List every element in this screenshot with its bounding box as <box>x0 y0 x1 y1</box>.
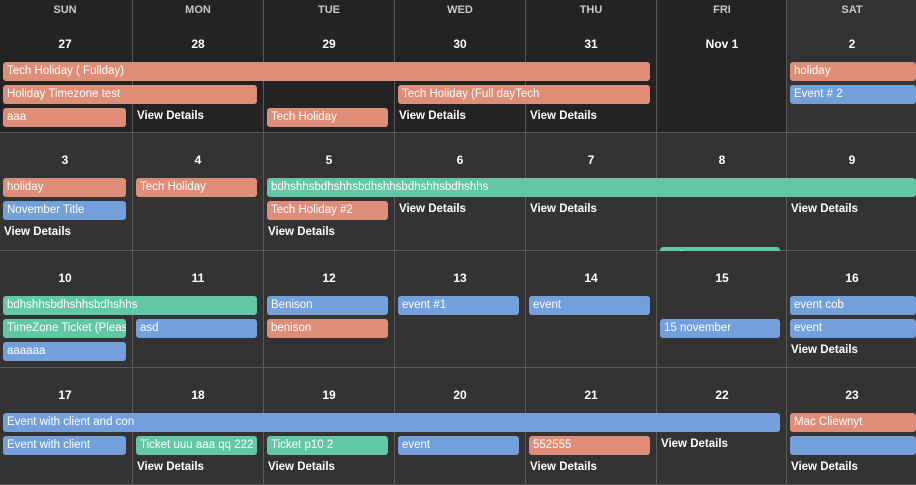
view-details-link[interactable]: View Details <box>530 461 597 473</box>
event-bar[interactable]: Ticket p10 2 <box>267 436 388 455</box>
event-bar[interactable]: holiday <box>790 62 916 81</box>
event-bar[interactable]: asd <box>136 319 257 338</box>
event-bar[interactable]: 552555 <box>529 436 650 455</box>
day-number: 4 <box>194 153 202 167</box>
day-number: 30 <box>453 37 467 51</box>
day-cell[interactable] <box>657 251 787 368</box>
weekday-header: MON <box>185 4 211 16</box>
event-bar[interactable]: November Title <box>3 201 126 220</box>
day-number: 21 <box>584 388 598 402</box>
day-number: 8 <box>718 153 726 167</box>
event-bar[interactable]: Holiday Timezone test <box>3 85 257 104</box>
view-details-link[interactable]: View Details <box>399 110 466 122</box>
day-number: 28 <box>191 37 205 51</box>
day-number: 18 <box>191 388 205 402</box>
view-details-link[interactable]: View Details <box>530 203 597 215</box>
day-number: 27 <box>58 37 72 51</box>
event-bar[interactable]: event <box>398 436 519 455</box>
view-details-link[interactable]: View Details <box>137 461 204 473</box>
event-bar[interactable]: Event # 2 <box>790 85 916 104</box>
weekday-header: THU <box>579 4 603 16</box>
view-details-link[interactable]: View Details <box>791 203 858 215</box>
day-number: 20 <box>453 388 467 402</box>
day-number: 31 <box>584 37 598 51</box>
event-bar[interactable]: bdhshhsbdhshhsbdhshhsbdhshhsbdhshhs <box>267 178 916 197</box>
day-number: 14 <box>584 271 598 285</box>
weekday-header: TUE <box>318 4 340 16</box>
view-details-link[interactable]: View Details <box>268 226 335 238</box>
view-details-link[interactable]: View Details <box>530 110 597 122</box>
event-bar[interactable]: event cob <box>790 296 916 315</box>
event-bar[interactable]: Tech Holiday (Full dayTech <box>398 85 650 104</box>
day-number: 16 <box>845 271 859 285</box>
event-bar[interactable]: event <box>529 296 650 315</box>
weekday-header: SUN <box>53 4 77 16</box>
day-cell[interactable] <box>657 0 787 133</box>
day-number: 7 <box>587 153 595 167</box>
day-number: 11 <box>191 271 205 285</box>
day-number: 13 <box>453 271 467 285</box>
view-details-link[interactable]: View Details <box>661 438 728 450</box>
event-bar[interactable]: Mac Cliewnyt <box>790 413 916 432</box>
event-bar[interactable]: benison <box>267 319 388 338</box>
event-bar[interactable]: Tech Holiday <box>267 108 388 127</box>
event-bar[interactable]: TimeZone Ticket (Please <box>3 319 126 338</box>
event-bar[interactable]: 15 november <box>660 319 780 338</box>
event-bar[interactable]: Tech Holiday ( Fullday) <box>3 62 650 81</box>
day-number: 2 <box>848 37 856 51</box>
view-details-link[interactable]: View Details <box>791 461 858 473</box>
day-number: 15 <box>715 271 729 285</box>
day-number: 9 <box>848 153 856 167</box>
day-number: 29 <box>322 37 336 51</box>
view-details-link[interactable]: View Details <box>791 344 858 356</box>
day-number: Nov 1 <box>705 37 739 51</box>
day-number: 17 <box>58 388 72 402</box>
day-number: 3 <box>61 153 69 167</box>
event-bar[interactable]: Tech Holiday <box>136 178 257 197</box>
weekday-header: FRI <box>713 4 731 16</box>
view-details-link[interactable]: View Details <box>399 203 466 215</box>
event-bar[interactable]: Benison <box>267 296 388 315</box>
day-number: 6 <box>456 153 464 167</box>
event-bar[interactable]: Event with client and con <box>3 413 780 432</box>
day-number: 22 <box>715 388 729 402</box>
view-details-link[interactable]: View Details <box>4 226 71 238</box>
view-details-link[interactable]: View Details <box>137 110 204 122</box>
view-details-link[interactable]: View Details <box>268 461 335 473</box>
weekday-header: SAT <box>841 4 863 16</box>
event-bar[interactable]: Tech Holiday #2 <box>267 201 388 220</box>
event-bar[interactable]: Event with client <box>3 436 126 455</box>
event-bar[interactable]: bdhshhsbdhshhsbdhshhs <box>3 296 257 315</box>
day-number: 19 <box>322 388 336 402</box>
event-bar[interactable]: Ticket uuu aaa qq 222 <box>136 436 257 455</box>
weekday-header: WED <box>447 4 473 16</box>
day-number: 12 <box>322 271 336 285</box>
event-bar[interactable]: event #1 <box>398 296 519 315</box>
event-bar[interactable]: event <box>790 319 916 338</box>
event-bar[interactable]: aaaaaa <box>3 342 126 361</box>
event-bar[interactable]: aaa <box>3 108 126 127</box>
event-bar[interactable]: holiday <box>3 178 126 197</box>
day-number: 10 <box>58 271 72 285</box>
day-number: 23 <box>845 388 859 402</box>
day-number: 5 <box>325 153 333 167</box>
event-bar[interactable] <box>790 436 916 455</box>
